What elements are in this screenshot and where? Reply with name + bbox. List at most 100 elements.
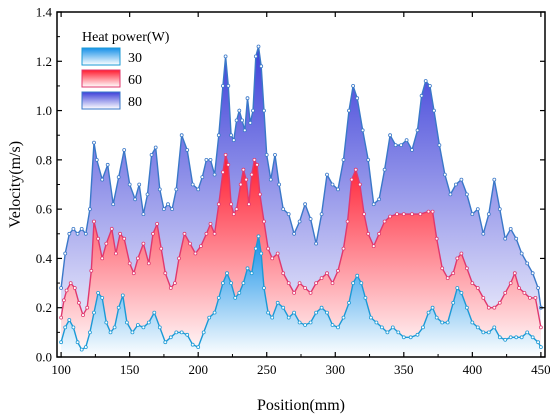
data-point xyxy=(349,177,354,182)
legend: Heat power(W) 30 60 80 xyxy=(81,30,170,110)
data-point xyxy=(430,209,435,214)
series-30 xyxy=(59,234,543,357)
data-point xyxy=(423,79,428,83)
data-point xyxy=(234,118,239,123)
data-point xyxy=(366,157,371,162)
data-point xyxy=(94,157,99,162)
data-point xyxy=(410,148,414,152)
data-point xyxy=(168,286,173,290)
data-point xyxy=(286,212,291,217)
data-point xyxy=(141,325,146,330)
data-point xyxy=(497,207,502,212)
data-point xyxy=(231,138,236,143)
y-axis-title: Velocity(m/s) xyxy=(7,141,24,228)
data-point xyxy=(430,305,435,310)
data-point xyxy=(216,295,221,300)
data-point xyxy=(303,202,308,207)
data-point xyxy=(385,330,390,335)
data-point xyxy=(325,172,329,177)
x-tick-label: 450 xyxy=(531,362,550,377)
data-point xyxy=(522,290,527,295)
y-axis: 0.0 0.2 0.4 0.6 0.8 1.0 1.2 1.4 xyxy=(36,5,545,365)
data-point xyxy=(174,187,179,192)
data-point xyxy=(229,133,234,138)
data-point xyxy=(475,325,480,330)
data-point xyxy=(157,325,162,330)
data-point xyxy=(220,170,225,175)
data-point xyxy=(109,226,114,231)
x-tick-label: 350 xyxy=(394,362,414,377)
data-point xyxy=(81,313,85,318)
data-point xyxy=(308,290,313,295)
data-point xyxy=(448,192,453,197)
data-point xyxy=(251,108,255,113)
y-tick-label: 1.2 xyxy=(36,54,52,69)
data-point xyxy=(455,286,460,290)
data-point xyxy=(72,286,77,290)
data-point xyxy=(427,84,432,88)
data-point xyxy=(168,335,173,340)
data-point xyxy=(426,209,431,214)
data-point xyxy=(292,310,297,315)
data-point xyxy=(125,320,129,325)
data-point xyxy=(347,108,351,113)
data-point xyxy=(353,167,358,172)
data-point xyxy=(286,281,291,286)
data-point xyxy=(475,286,480,290)
data-point xyxy=(281,305,286,310)
data-point xyxy=(362,212,367,217)
data-point xyxy=(408,335,413,340)
data-point xyxy=(539,345,543,350)
data-point xyxy=(530,335,535,340)
data-point xyxy=(415,332,420,337)
data-point xyxy=(159,246,164,251)
data-point xyxy=(92,140,96,145)
data-point xyxy=(319,276,324,281)
data-point xyxy=(275,300,280,305)
data-point xyxy=(275,251,280,256)
data-point xyxy=(88,330,92,335)
data-point xyxy=(410,212,414,217)
data-point xyxy=(455,256,460,261)
data-point xyxy=(360,128,365,133)
data-point xyxy=(253,54,258,59)
data-point xyxy=(341,246,346,251)
data-point xyxy=(67,318,72,322)
data-point xyxy=(225,271,229,276)
legend-swatch-60 xyxy=(81,69,121,88)
data-point xyxy=(122,236,127,241)
data-point xyxy=(297,219,302,224)
data-point xyxy=(377,231,382,236)
data-point xyxy=(492,325,497,330)
x-tick-label: 300 xyxy=(326,362,346,377)
y-tick-label: 0.6 xyxy=(36,202,53,217)
data-point xyxy=(145,192,150,197)
data-point xyxy=(63,251,68,256)
data-point xyxy=(204,231,209,236)
data-point xyxy=(226,84,231,88)
data-point xyxy=(497,335,502,340)
data-point xyxy=(152,310,157,315)
data-point xyxy=(245,96,250,101)
data-point xyxy=(453,182,458,187)
data-point xyxy=(177,256,181,261)
data-point xyxy=(470,320,475,325)
data-point xyxy=(314,281,319,286)
data-point xyxy=(273,152,277,157)
data-point xyxy=(382,167,387,172)
x-tick-label: 150 xyxy=(120,362,140,377)
data-point xyxy=(245,266,250,271)
data-point xyxy=(432,108,436,113)
data-point xyxy=(112,325,117,330)
data-point xyxy=(185,148,190,152)
data-point xyxy=(297,320,302,325)
data-point xyxy=(266,246,271,251)
data-point xyxy=(262,108,266,113)
data-point xyxy=(190,182,195,187)
x-tick-label: 100 xyxy=(51,362,71,377)
data-point xyxy=(262,219,266,224)
data-point xyxy=(281,271,286,276)
data-point xyxy=(172,281,177,286)
data-point xyxy=(330,281,335,286)
data-point xyxy=(238,182,243,187)
